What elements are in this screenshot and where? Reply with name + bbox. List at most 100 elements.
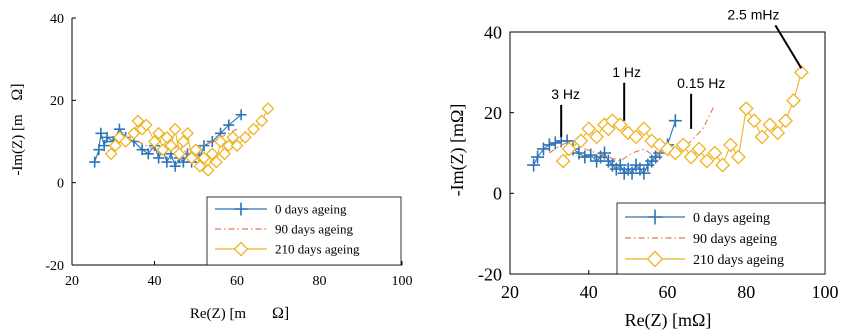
left-data-point <box>131 114 145 128</box>
annotation-leader-line <box>774 24 803 69</box>
annotation-label: 1 Hz <box>612 64 641 80</box>
left-data-point <box>185 151 199 165</box>
right-data-point <box>625 166 639 180</box>
left-data-point <box>153 152 165 164</box>
right-data-point <box>598 146 611 160</box>
right-data-point <box>707 145 723 161</box>
left-data-point <box>127 126 141 140</box>
annotation-label: 0.15 Hz <box>677 75 725 91</box>
left-data-point <box>89 156 101 168</box>
right-data-point <box>770 125 786 141</box>
left-x-axis-unit: Ω] <box>272 305 289 322</box>
right-data-point <box>793 64 809 80</box>
left-x-ticks: 20 40 60 80 100 <box>65 261 413 289</box>
right-data-point <box>589 129 605 145</box>
right-data-point <box>667 145 683 161</box>
left-x-tick-label: 100 <box>392 274 413 289</box>
right-data-point <box>754 129 770 145</box>
right-legend-label: 90 days ageing <box>693 232 777 247</box>
left-legend-label: 90 days ageing <box>275 222 353 237</box>
left-data-point <box>160 130 174 144</box>
left-data-point <box>181 126 194 140</box>
left-data-point <box>95 127 107 139</box>
right-series <box>527 64 809 180</box>
left-data-point <box>172 147 186 161</box>
left-data-point <box>218 147 232 161</box>
left-data-point <box>168 122 182 136</box>
left-x-tick-label: 40 <box>148 274 162 289</box>
right-legend-marker <box>646 250 664 268</box>
right-legend: 0 days ageing 90 days ageing 210 days agei… <box>616 202 826 275</box>
left-y-axis-unit: Ω] <box>9 83 26 100</box>
right-data-point <box>612 117 628 133</box>
left-y-tick-label: 40 <box>50 12 64 27</box>
left-data-point <box>142 148 154 160</box>
left-data-point <box>201 163 215 177</box>
left-data-point <box>226 130 240 144</box>
right-data-point <box>628 129 644 145</box>
right-annotations: 3 Hz 1 Hz 0.15 Hz 2.5 mHz <box>551 6 803 137</box>
left-x-tick-label: 20 <box>65 274 79 289</box>
right-y-ticks: -20 0 20 40 <box>478 22 514 284</box>
left-data-point <box>156 143 170 157</box>
left-legend-marker <box>234 202 248 216</box>
left-legend-label: 210 days ageing <box>275 242 360 257</box>
left-y-ticks: -20 0 20 40 <box>45 12 76 274</box>
right-x-tick-label: 60 <box>659 282 677 302</box>
right-legend-marker <box>647 209 663 225</box>
left-data-point <box>161 156 173 168</box>
right-data-point <box>531 150 545 164</box>
right-y-tick-label: 20 <box>484 103 502 123</box>
right-data-point <box>636 121 652 137</box>
right-data-point <box>683 149 699 165</box>
left-x-axis-label: Re(Z) [m <box>190 306 247 322</box>
right-data-point <box>762 117 778 133</box>
left-series-2 <box>104 102 275 177</box>
left-legend-label: 0 days ageing <box>275 202 347 217</box>
left-data-point <box>119 135 133 148</box>
right-x-tick-label: 80 <box>737 282 755 302</box>
right-data-point <box>699 153 715 169</box>
right-legend-entries: 0 days ageing 90 days ageing 210 days agei… <box>625 209 784 268</box>
right-legend-label: 210 days ageing <box>693 253 784 268</box>
right-x-tick-label: 40 <box>580 282 598 302</box>
left-data-point <box>255 114 269 128</box>
left-data-point <box>235 109 247 121</box>
left-chart: -20 0 20 40 20 40 60 80 100 Re(Z) [m Ω] -Im(Z) … <box>9 12 413 322</box>
left-data-point <box>238 130 252 144</box>
right-chart: -20 0 20 40 20 40 60 80 100 3 Hz 1 Hz 0.15 Hz 2.5 … <box>447 6 839 331</box>
right-data-point <box>573 133 589 149</box>
left-x-tick-label: 60 <box>230 274 244 289</box>
right-series-0 <box>527 114 682 180</box>
left-series-line <box>94 114 242 168</box>
right-y-tick-label: 40 <box>484 22 502 42</box>
left-data-point <box>209 155 223 169</box>
right-data-point <box>548 136 562 150</box>
right-data-point <box>786 93 801 108</box>
annotation-label: 2.5 mHz <box>727 6 779 22</box>
left-data-point <box>164 139 178 153</box>
left-x-tick-label: 80 <box>313 274 327 289</box>
left-data-point <box>152 126 166 140</box>
right-data-point <box>660 141 675 157</box>
left-data-point <box>189 143 203 157</box>
right-data-point <box>730 149 746 165</box>
left-y-axis-label: -Im(Z) [m <box>10 114 26 176</box>
left-data-point <box>148 135 161 148</box>
annotation-label: 3 Hz <box>551 86 580 102</box>
left-legend: 0 days ageing 90 days ageing 210 days agei… <box>206 196 402 266</box>
left-y-tick-label: -20 <box>45 259 64 274</box>
right-data-point <box>715 157 731 173</box>
right-x-ticks: 20 40 60 80 100 <box>501 270 839 302</box>
right-data-point <box>637 166 651 180</box>
right-data-point <box>613 158 627 172</box>
right-x-tick-label: 100 <box>812 282 839 302</box>
right-data-point <box>527 158 541 172</box>
left-data-point <box>230 139 244 153</box>
right-data-point <box>584 148 598 162</box>
right-y-axis-label: -Im(Z) [mΩ] <box>447 104 468 197</box>
left-legend-entries: 0 days ageing 90 days ageing 210 days agei… <box>215 202 360 257</box>
left-legend-marker <box>233 241 249 257</box>
right-data-point <box>561 141 577 157</box>
